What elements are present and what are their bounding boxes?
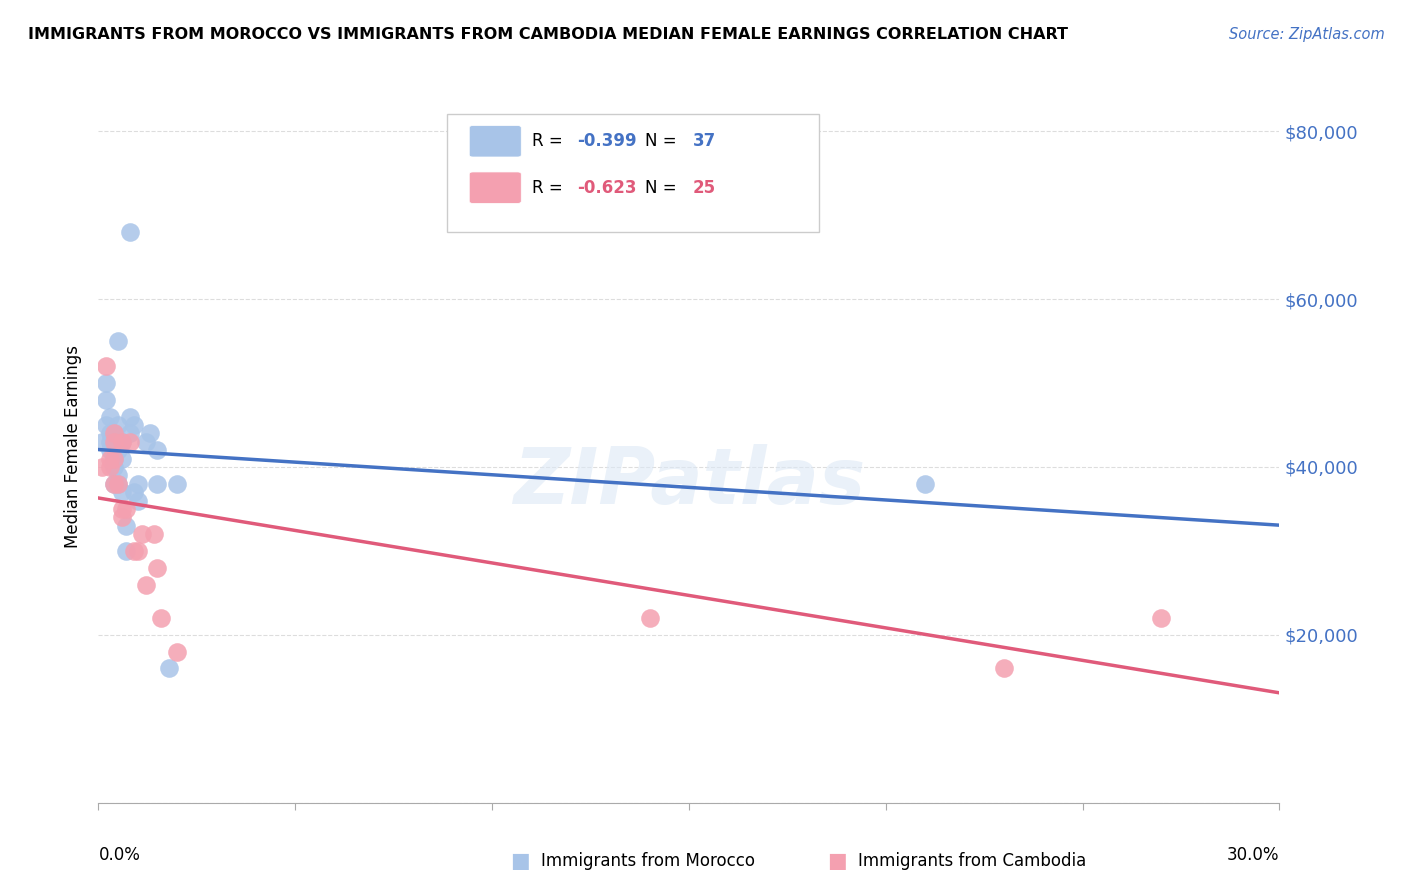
Point — [993, 661, 1015, 675]
Point — [150, 611, 173, 625]
Point — [107, 468, 129, 483]
Point — [103, 476, 125, 491]
Text: 0.0%: 0.0% — [98, 846, 141, 863]
Point — [111, 485, 134, 500]
FancyBboxPatch shape — [447, 114, 818, 232]
Point — [122, 544, 145, 558]
Text: Source: ZipAtlas.com: Source: ZipAtlas.com — [1229, 27, 1385, 42]
Point — [166, 645, 188, 659]
FancyBboxPatch shape — [470, 126, 522, 157]
Point — [98, 443, 121, 458]
Point — [111, 510, 134, 524]
Point — [107, 417, 129, 432]
Point — [91, 434, 114, 449]
Point — [103, 434, 125, 449]
Point — [98, 434, 121, 449]
Point — [96, 392, 118, 407]
Point — [103, 434, 125, 449]
Point — [157, 661, 180, 675]
Point — [115, 518, 138, 533]
Point — [118, 426, 141, 441]
Point — [1150, 611, 1173, 625]
Point — [146, 476, 169, 491]
Point — [98, 451, 121, 466]
Point — [131, 527, 153, 541]
Point — [98, 426, 121, 441]
Point — [127, 544, 149, 558]
Point — [146, 443, 169, 458]
Text: Immigrants from Morocco: Immigrants from Morocco — [541, 852, 755, 870]
Point — [103, 426, 125, 441]
Text: -0.623: -0.623 — [576, 178, 637, 196]
Point — [98, 460, 121, 475]
Point — [107, 334, 129, 348]
Point — [142, 527, 165, 541]
Point — [127, 493, 149, 508]
Text: ZIPatlas: ZIPatlas — [513, 443, 865, 520]
Y-axis label: Median Female Earnings: Median Female Earnings — [65, 344, 83, 548]
Point — [122, 417, 145, 432]
Text: 25: 25 — [693, 178, 716, 196]
Point — [115, 502, 138, 516]
Text: ■: ■ — [827, 851, 846, 871]
Text: 30.0%: 30.0% — [1227, 846, 1279, 863]
Point — [118, 409, 141, 424]
Point — [96, 417, 118, 432]
Point — [98, 409, 121, 424]
Point — [103, 476, 125, 491]
Point — [118, 434, 141, 449]
Point — [118, 225, 141, 239]
Text: Immigrants from Cambodia: Immigrants from Cambodia — [858, 852, 1085, 870]
Text: ■: ■ — [510, 851, 530, 871]
Point — [135, 577, 157, 591]
Point — [111, 434, 134, 449]
Point — [103, 451, 125, 466]
Point — [914, 476, 936, 491]
Point — [111, 502, 134, 516]
Point — [107, 476, 129, 491]
Text: N =: N = — [645, 132, 682, 150]
Point — [127, 476, 149, 491]
Point — [103, 451, 125, 466]
Point — [166, 476, 188, 491]
Point — [111, 434, 134, 449]
Text: IMMIGRANTS FROM MOROCCO VS IMMIGRANTS FROM CAMBODIA MEDIAN FEMALE EARNINGS CORRE: IMMIGRANTS FROM MOROCCO VS IMMIGRANTS FR… — [28, 27, 1069, 42]
Point — [146, 560, 169, 574]
Text: R =: R = — [531, 178, 568, 196]
Point — [111, 451, 134, 466]
Point — [138, 426, 160, 441]
Point — [96, 359, 118, 374]
Point — [638, 611, 661, 625]
Text: R =: R = — [531, 132, 568, 150]
Text: -0.399: -0.399 — [576, 132, 637, 150]
Point — [107, 476, 129, 491]
Text: N =: N = — [645, 178, 682, 196]
Point — [103, 460, 125, 475]
Point — [107, 443, 129, 458]
Point — [103, 426, 125, 441]
FancyBboxPatch shape — [470, 172, 522, 203]
Point — [122, 485, 145, 500]
Text: 37: 37 — [693, 132, 716, 150]
Point — [91, 460, 114, 475]
Point — [96, 376, 118, 390]
Point — [115, 544, 138, 558]
Point — [135, 434, 157, 449]
